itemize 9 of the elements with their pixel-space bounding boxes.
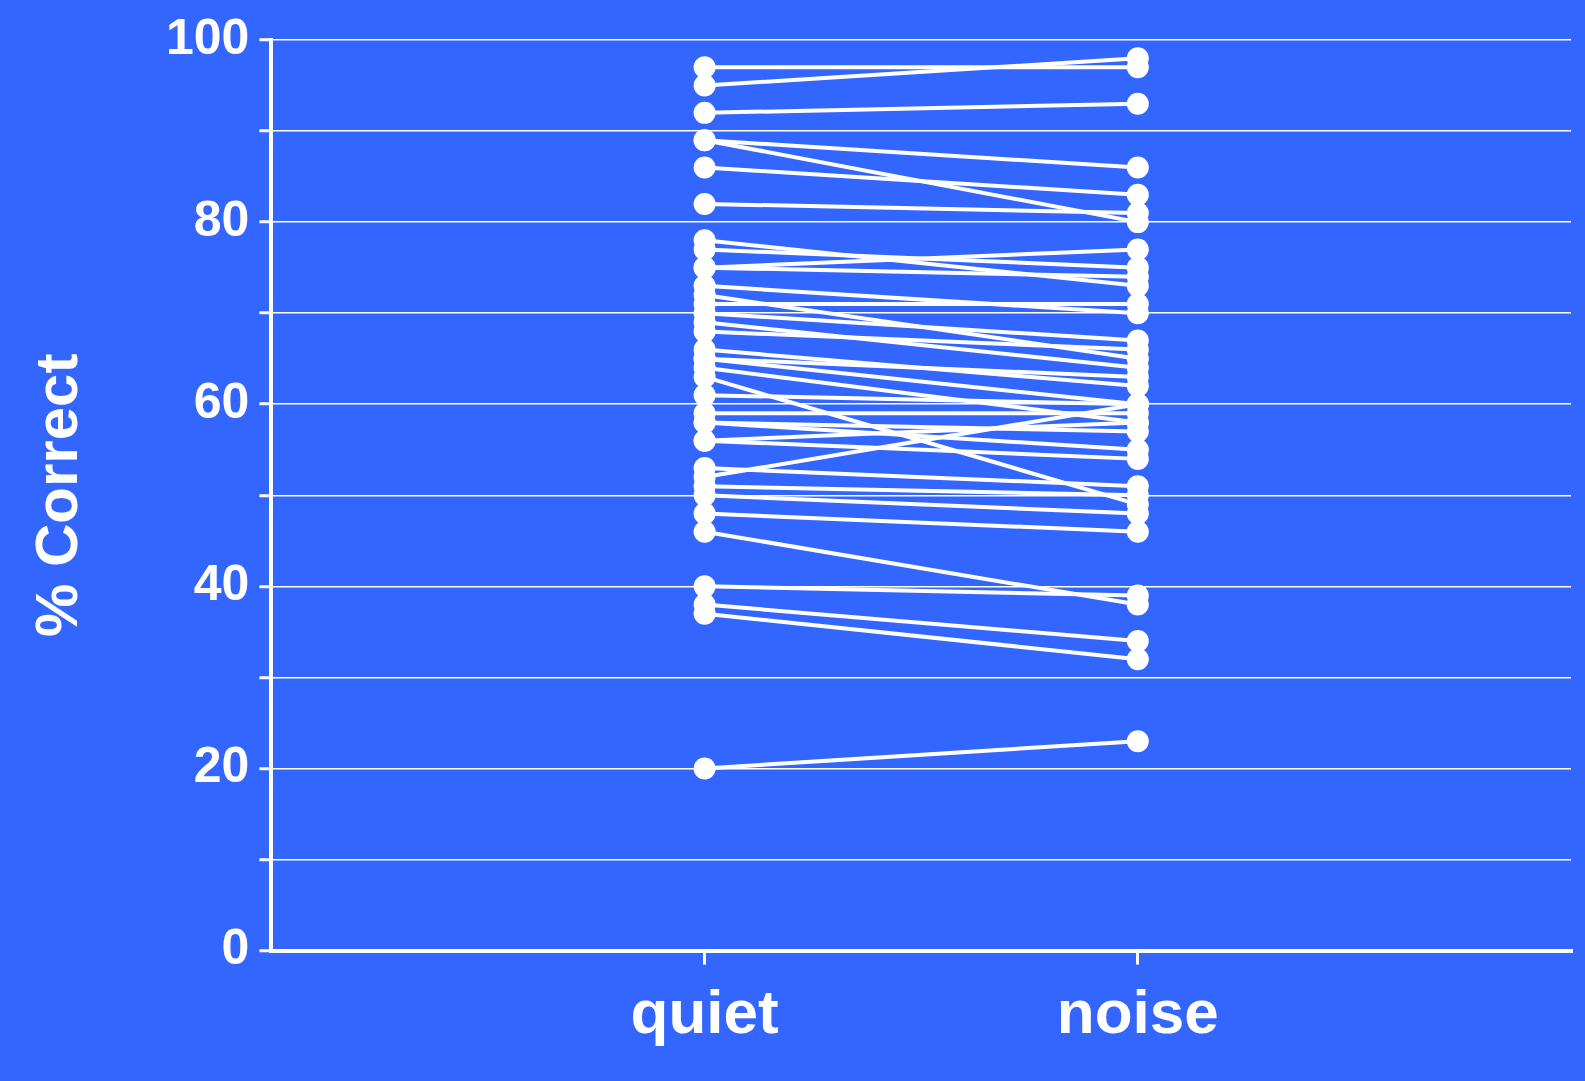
- y-axis-title: % Correct: [22, 353, 90, 638]
- y-tick-label: 40: [193, 555, 250, 612]
- x-tick-label: quiet: [630, 976, 779, 1046]
- y-tick-label: 60: [193, 373, 250, 430]
- x-tick-label: noise: [1056, 976, 1219, 1046]
- y-tick-label: 100: [165, 8, 250, 65]
- y-tick-label: 0: [221, 919, 250, 976]
- y-tick-label: 20: [193, 737, 250, 794]
- y-tick-label: 80: [193, 190, 250, 247]
